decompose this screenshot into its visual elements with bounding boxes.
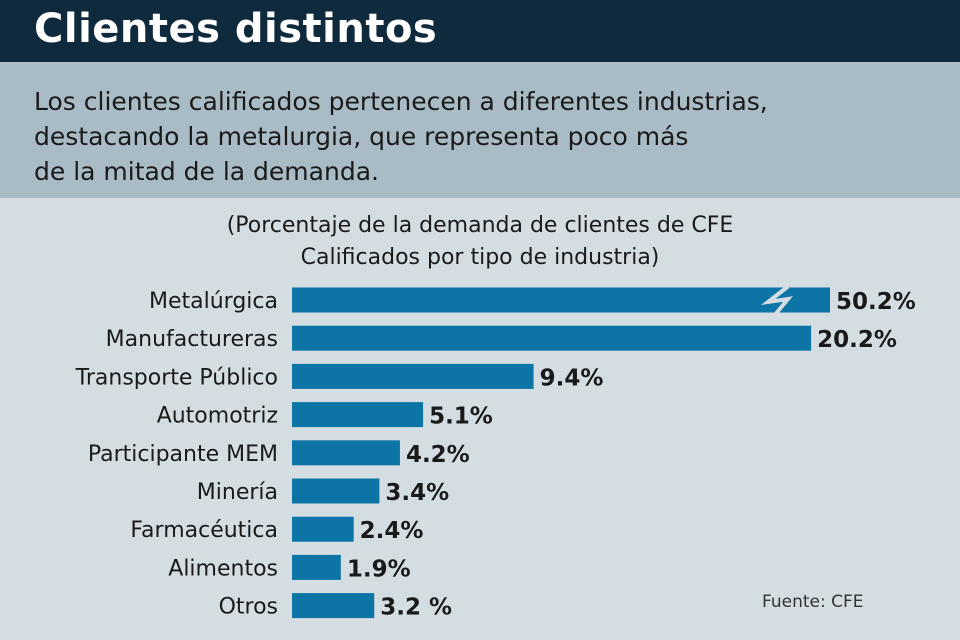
category-label: Minería [197,480,278,505]
bar [292,287,830,313]
subtitle-line-1: (Porcentaje de la demanda de clientes de… [226,213,734,238]
bar [292,593,375,619]
bar [292,363,534,389]
category-label: Alimentos [168,556,278,581]
category-label: Farmacéutica [130,518,278,543]
intro-panel: Los clientes calificados pertenecen a di… [0,62,960,198]
data-label: 3.4% [385,480,449,506]
header-banner: Clientes distintos [0,0,960,62]
category-label: Participante MEM [88,442,278,467]
data-label: 50.2% [836,289,916,315]
bar [292,516,354,542]
bar [292,554,341,580]
intro-line-2: destacando la metalurgia, que representa… [34,122,689,151]
data-label: 4.2% [406,442,470,468]
category-label: Otros [219,595,278,620]
data-label: 3.2 % [380,595,452,621]
bar [292,402,424,428]
category-label: Manufactureras [106,327,278,352]
data-label: 5.1% [429,404,493,430]
data-label: 9.4% [540,365,604,391]
data-label: 1.9% [347,556,411,582]
source-note: Fuente: CFE [762,592,864,612]
axis-break-mark [760,284,793,315]
category-label: Metalúrgica [149,289,278,314]
category-label: Transporte Público [75,365,278,390]
bar [292,478,380,504]
intro-text: Los clientes calificados pertenecen a di… [34,84,934,189]
subtitle-line-2: Calificados por tipo de industria) [300,245,660,270]
chart-subtitle: (Porcentaje de la demanda de clientes de… [0,210,960,274]
bar [292,325,812,351]
page-title: Clientes distintos [34,6,438,52]
data-label: 2.4% [360,518,424,544]
intro-line-1: Los clientes calificados pertenecen a di… [34,87,768,116]
intro-line-3: de la mitad de la demanda. [34,157,379,186]
category-label: Automotriz [157,404,278,429]
data-label: 20.2% [817,327,897,353]
bar [292,440,400,466]
